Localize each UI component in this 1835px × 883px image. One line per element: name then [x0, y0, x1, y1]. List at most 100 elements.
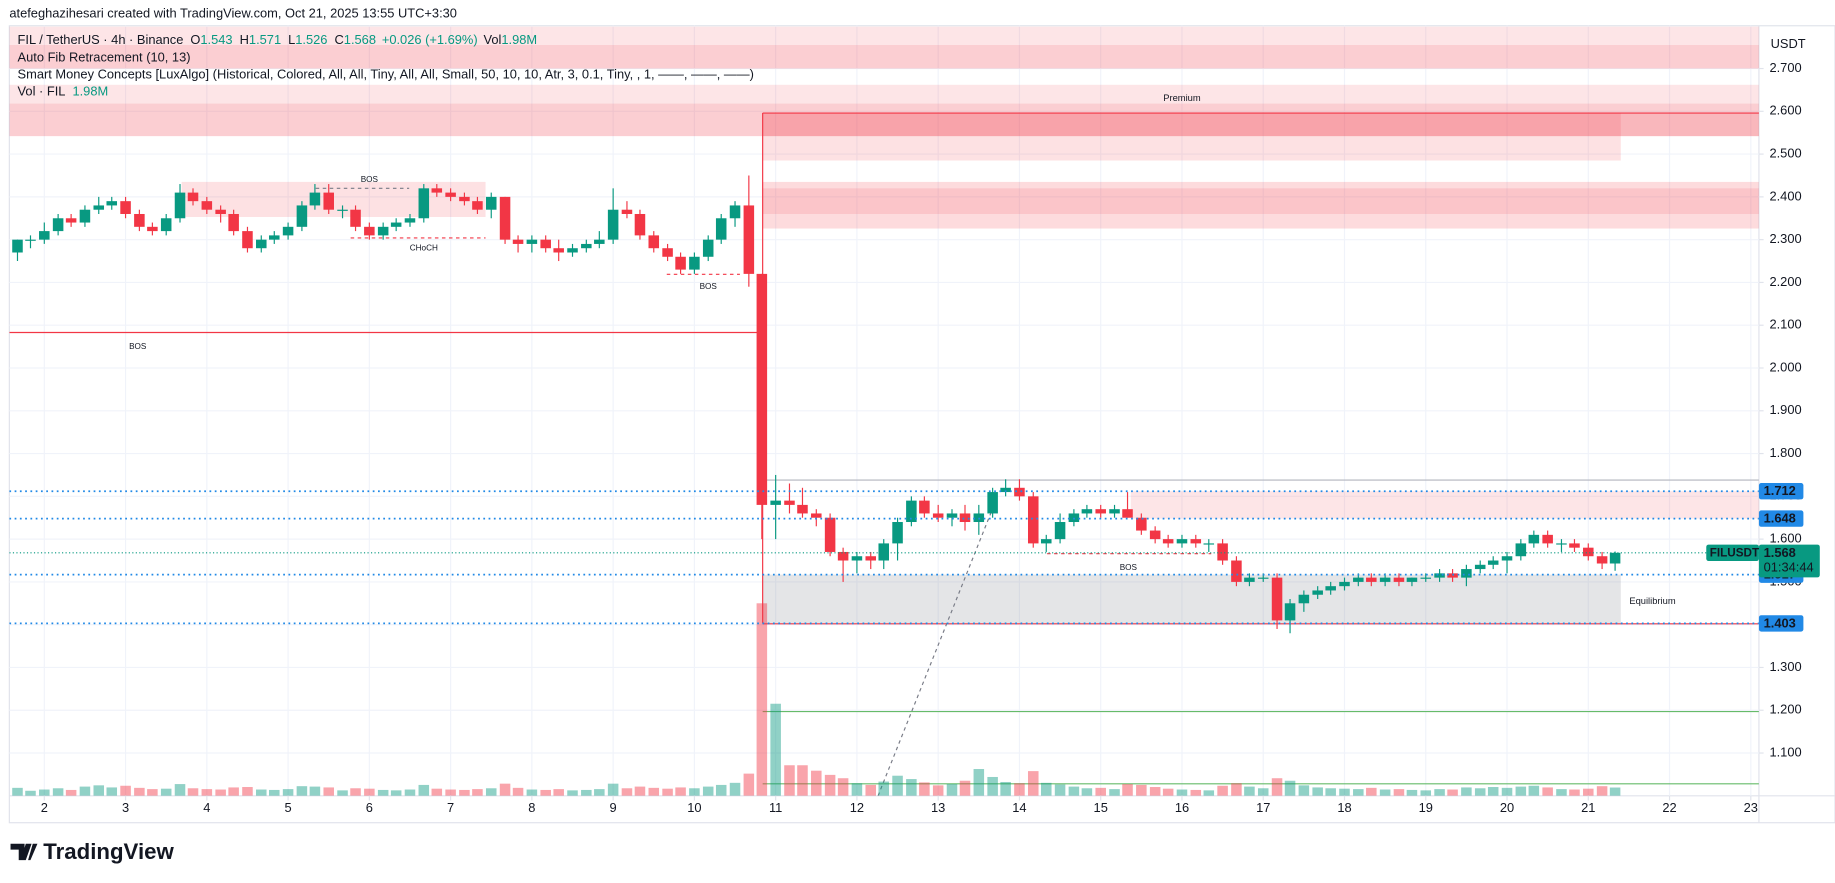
candle-body [242, 231, 253, 249]
volume-bar [1244, 786, 1255, 796]
volume-bar [1284, 780, 1296, 796]
annotation: BOS [700, 282, 718, 291]
volume-bar [1596, 786, 1608, 796]
volume-bar [770, 703, 781, 796]
candle-body [174, 192, 186, 219]
y-tick-label: 2.000 [1769, 359, 1801, 374]
volume-bar [323, 787, 334, 796]
volume-bar [851, 783, 863, 796]
candle-body [282, 226, 294, 236]
candle-body [1487, 560, 1499, 565]
price-label-box [1758, 510, 1804, 527]
volume-bar [1271, 778, 1283, 796]
candle-body [1596, 556, 1608, 564]
volume-bar [1312, 787, 1323, 796]
candle-body [485, 196, 497, 210]
volume-bar [269, 789, 280, 796]
indicator-name: Vol · FIL [18, 84, 66, 99]
x-tick-label: 15 [1094, 800, 1108, 815]
countdown-label: 01:34:44 [1764, 559, 1814, 574]
candle-body [1339, 581, 1350, 587]
volume-bar [1027, 771, 1039, 796]
candle-body [1353, 577, 1364, 582]
x-tick-label: 5 [285, 800, 292, 815]
volume-bar [973, 769, 985, 796]
x-tick-label: 17 [1256, 800, 1270, 815]
volume-bar [715, 784, 727, 796]
y-tick-label: 1.800 [1769, 445, 1801, 460]
volume-bar [1528, 785, 1540, 796]
candle-body [851, 556, 863, 561]
indicator-row: Smart Money Concepts [LuxAlgo] (Historic… [18, 67, 754, 82]
volume-value: 1.98M [501, 32, 537, 47]
indicator-row: Vol · FIL 1.98M [18, 84, 109, 99]
candle-body [1393, 577, 1405, 582]
volume-bar [1162, 788, 1174, 796]
volume-bar [228, 787, 239, 796]
y-tick-label: 2.600 [1769, 103, 1801, 118]
x-tick-label: 23 [1744, 800, 1758, 815]
candle-body [689, 256, 700, 270]
zone [762, 574, 1621, 624]
candle-body [797, 504, 808, 514]
candle-body [25, 239, 36, 241]
volume-bar [25, 790, 36, 796]
indicator-name: Auto Fib Retracement (10, 13) [18, 50, 191, 65]
volume-bar [1434, 789, 1445, 796]
volume-bar [1136, 784, 1147, 796]
candle-body [1162, 539, 1174, 544]
volume-bar [1190, 789, 1202, 796]
candle-body [634, 213, 646, 236]
candle-body [1095, 509, 1106, 514]
volume-bar [364, 788, 375, 796]
volume-bar [756, 603, 768, 796]
candle-body [581, 243, 592, 249]
volume-bar [1040, 782, 1052, 796]
candle-body [932, 513, 944, 518]
volume-bar [147, 789, 158, 796]
price-label: 1.648 [1764, 511, 1796, 526]
volume-bar [1339, 788, 1350, 796]
logo-icon [10, 843, 38, 861]
volume-bar [1109, 789, 1120, 796]
candle-body [65, 218, 77, 223]
legend: FIL / TetherUS · 4h · Binance O1.543 H1.57… [18, 32, 754, 98]
candle-body [1515, 543, 1527, 557]
volume-bar [1609, 787, 1621, 796]
volume-bar [1149, 787, 1161, 796]
price-label-box [1758, 483, 1804, 500]
candle-body [350, 209, 361, 227]
candle-body [1366, 577, 1377, 582]
volume-bar [431, 788, 443, 796]
plot-area: BOS BOS CHoCH BOS BOS Premium Equilibrium [9, 26, 1759, 796]
annotation: CHoCH [410, 243, 438, 252]
volume-bar [837, 778, 849, 796]
annotation: Premium [1163, 93, 1201, 103]
candle-body [1257, 577, 1269, 579]
x-tick-label: 2 [41, 800, 48, 815]
volume-bar [1569, 789, 1580, 796]
annotation: Equilibrium [1629, 596, 1675, 606]
volume-bar [553, 789, 564, 796]
candle-body [743, 205, 755, 274]
candle-body [1054, 522, 1066, 540]
volume-bar [729, 782, 741, 796]
x-tick-label: 13 [931, 800, 945, 815]
plot-frame [8, 25, 1835, 824]
y-tick-label: 2.400 [1769, 188, 1801, 203]
indicator-name: Smart Money Concepts [LuxAlgo] (Historic… [18, 67, 754, 82]
volume-bar [120, 785, 131, 796]
candle-body [269, 235, 280, 240]
volume-bar [567, 790, 578, 796]
zone [9, 26, 1759, 69]
candle-body [987, 492, 998, 514]
candle-body [837, 551, 849, 561]
zone [9, 103, 1759, 137]
volume-bar [526, 789, 538, 796]
candle-body [865, 556, 877, 561]
price-label-box [1758, 615, 1804, 632]
volume-bar [1474, 788, 1486, 796]
candle-body [79, 209, 91, 223]
volume-bar [282, 789, 294, 796]
candle-body [1203, 543, 1215, 545]
